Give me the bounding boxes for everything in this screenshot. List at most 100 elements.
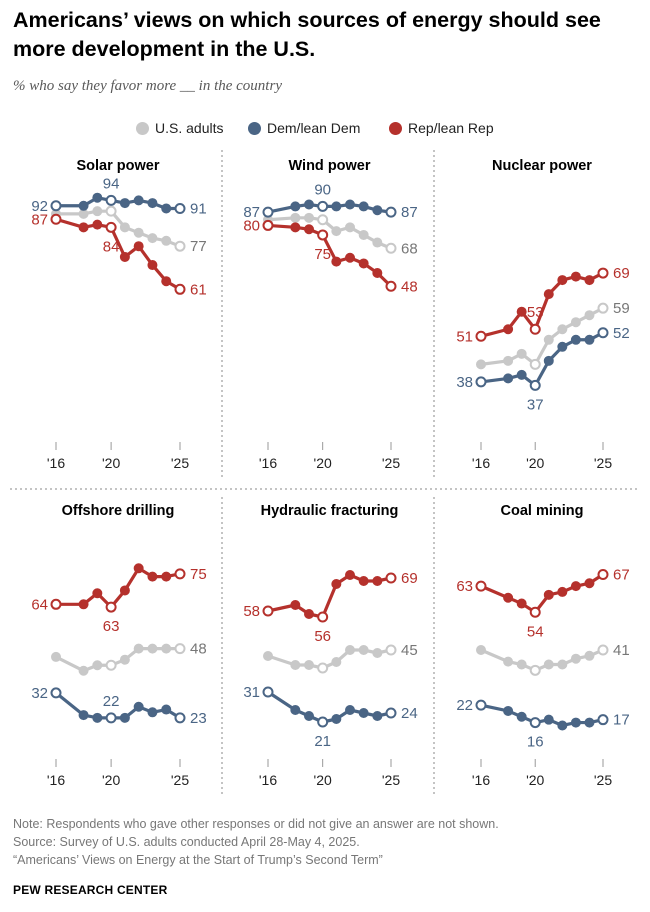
data-point bbox=[358, 258, 369, 269]
legend: U.S. adults Dem/lean Dem Rep/lean Rep bbox=[0, 117, 650, 139]
data-point bbox=[597, 327, 609, 339]
data-point bbox=[317, 716, 329, 728]
axis-tick-label: '25 bbox=[594, 772, 612, 788]
data-label: 68 bbox=[401, 240, 418, 257]
axis-tick-label: '16 bbox=[47, 455, 65, 471]
data-point bbox=[516, 306, 527, 317]
data-point bbox=[516, 598, 527, 609]
data-point bbox=[385, 572, 397, 584]
data-point bbox=[597, 267, 609, 279]
data-point bbox=[161, 235, 172, 246]
legend-item-us-adults: U.S. adults bbox=[136, 117, 223, 139]
data-point bbox=[345, 252, 355, 263]
panel-title: Coal mining bbox=[501, 503, 584, 519]
data-point bbox=[385, 280, 397, 292]
data-point bbox=[570, 653, 581, 664]
data-label: 67 bbox=[613, 567, 630, 584]
data-point bbox=[503, 656, 514, 667]
series-line bbox=[480, 573, 604, 614]
data-point bbox=[290, 660, 301, 670]
data-label: 54 bbox=[527, 623, 544, 640]
axis-tick-label: '20 bbox=[314, 455, 332, 471]
data-point bbox=[119, 585, 130, 596]
data-point bbox=[476, 359, 486, 370]
data-point bbox=[262, 605, 274, 617]
data-point bbox=[372, 711, 383, 721]
axis-tick-label: '20 bbox=[314, 772, 332, 788]
data-point bbox=[345, 199, 355, 210]
data-point bbox=[529, 664, 541, 676]
data-point bbox=[174, 202, 186, 214]
data-point bbox=[557, 659, 568, 670]
data-label: 90 bbox=[314, 181, 331, 198]
data-point bbox=[503, 355, 514, 366]
axis-tick-label: '25 bbox=[382, 772, 400, 788]
data-point bbox=[557, 586, 568, 597]
data-point bbox=[570, 271, 581, 282]
axis-tick-label: '25 bbox=[594, 455, 612, 471]
axis-tick-label: '16 bbox=[47, 772, 65, 788]
data-point bbox=[570, 317, 581, 328]
axis-tick-label: '16 bbox=[259, 772, 277, 788]
data-point bbox=[133, 643, 144, 654]
data-point bbox=[385, 644, 397, 656]
footer-note: Note: Respondents who gave other respons… bbox=[13, 817, 499, 831]
data-label: 91 bbox=[190, 200, 207, 217]
data-point bbox=[345, 222, 355, 233]
data-point bbox=[174, 712, 186, 724]
data-point bbox=[557, 324, 568, 335]
data-point bbox=[92, 206, 103, 217]
data-point bbox=[331, 714, 342, 724]
data-point bbox=[475, 699, 487, 711]
data-label: 84 bbox=[103, 238, 120, 255]
axis-tick-label: '20 bbox=[102, 772, 120, 788]
data-point bbox=[529, 379, 541, 391]
data-point bbox=[262, 219, 274, 231]
data-point bbox=[290, 705, 301, 715]
data-label: 63 bbox=[456, 578, 473, 595]
panel-title: Wind power bbox=[288, 158, 370, 174]
data-point bbox=[543, 714, 554, 725]
legend-swatch bbox=[136, 121, 149, 135]
brand-logo-text: PEW RESEARCH CENTER bbox=[13, 883, 168, 897]
axis-tick-label: '20 bbox=[526, 455, 544, 471]
data-point bbox=[529, 606, 541, 618]
axis-tick-label: '16 bbox=[472, 772, 490, 788]
data-point bbox=[584, 334, 595, 345]
data-point bbox=[147, 198, 158, 209]
axis-tick-label: '16 bbox=[472, 455, 490, 471]
series-line bbox=[56, 196, 180, 211]
data-point bbox=[161, 704, 172, 715]
data-point bbox=[51, 651, 61, 662]
panel-title: Nuclear power bbox=[492, 158, 592, 174]
data-point bbox=[385, 206, 397, 218]
data-point bbox=[358, 576, 369, 586]
axis-tick-label: '16 bbox=[259, 455, 277, 471]
data-point bbox=[263, 651, 273, 661]
data-point bbox=[105, 194, 117, 206]
data-point bbox=[262, 686, 274, 698]
data-point bbox=[92, 219, 103, 230]
data-point bbox=[331, 201, 342, 212]
series-line bbox=[267, 690, 392, 724]
data-label: 77 bbox=[190, 238, 207, 255]
data-label: 87 bbox=[31, 211, 48, 228]
data-point bbox=[50, 200, 62, 212]
data-point bbox=[50, 598, 62, 610]
data-label: 75 bbox=[314, 246, 331, 263]
data-point bbox=[570, 334, 581, 345]
data-label: 23 bbox=[190, 710, 207, 727]
data-point bbox=[50, 687, 62, 699]
panel-title: Hydraulic fracturing bbox=[261, 503, 399, 519]
data-label: 69 bbox=[613, 265, 630, 282]
data-point bbox=[358, 708, 369, 718]
data-point bbox=[119, 222, 130, 233]
data-point bbox=[262, 206, 274, 218]
data-point bbox=[372, 576, 383, 586]
data-label: 58 bbox=[243, 603, 260, 620]
footer-report: “Americans’ Views on Energy at the Start… bbox=[13, 853, 383, 867]
data-point bbox=[372, 267, 383, 278]
data-point bbox=[304, 660, 314, 670]
data-point bbox=[570, 717, 581, 728]
data-point bbox=[331, 226, 342, 237]
